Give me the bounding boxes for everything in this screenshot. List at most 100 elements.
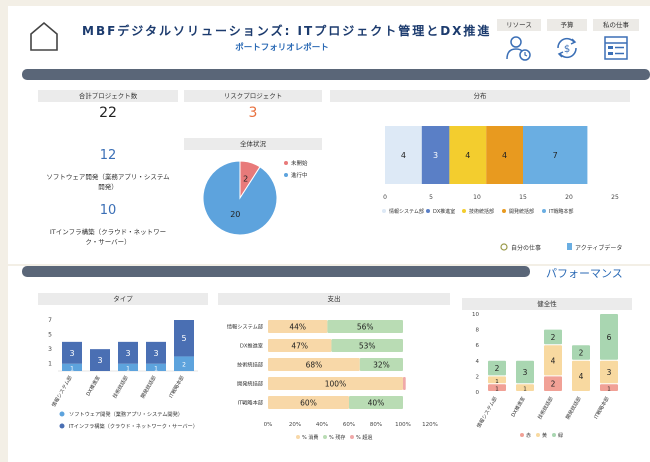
nav-mywork-label[interactable]: 私の仕事 xyxy=(593,19,639,31)
type-ytick-2: 5 xyxy=(48,332,52,339)
dist-value-4: 7 xyxy=(553,151,558,160)
total-projects-label: 合計プロジェクト数 xyxy=(38,90,178,102)
health-ytick-1: 2 xyxy=(476,374,480,380)
type-cat-2: 技術統括部 xyxy=(111,375,130,400)
health-val-3-2: 2 xyxy=(579,349,584,358)
dist-tick-4: 20 xyxy=(565,194,573,201)
dist-legend-dot-3 xyxy=(502,209,506,213)
health-cat-2: 技術統括部 xyxy=(536,396,555,421)
health-val-4-1: 3 xyxy=(607,368,612,377)
dist-legend-3: 開発統括部 xyxy=(509,208,534,215)
pie-legend-1: 進行中 xyxy=(291,171,308,179)
spend-cat-2: 技術統括部 xyxy=(237,361,263,369)
type-cat-4: IT戦略本部 xyxy=(167,375,185,400)
health-bar-0-2 xyxy=(488,360,506,376)
type-legend-dot-0 xyxy=(59,411,65,417)
type-chart: 1 3 5 7 1 3 情報システム部 3 DX推進室 1 3 技術統括部 1 3 開発統括部 2 5 IT戦略本… xyxy=(48,317,198,430)
type-bar-4-1 xyxy=(174,320,194,357)
spend-bar-0-1 xyxy=(327,320,403,333)
type-val-0-0: 1 xyxy=(70,365,74,372)
dist-legend-2: 技術統括部 xyxy=(469,208,494,215)
spend-tick-6: 120% xyxy=(422,422,438,428)
health-val-0-1: 1 xyxy=(495,379,499,385)
spend-tick-5: 100% xyxy=(395,422,411,428)
nav-budget-label[interactable]: 予算 xyxy=(547,19,587,31)
nav-resource-label[interactable]: リソース xyxy=(497,19,541,31)
health-ytick-2: 4 xyxy=(476,359,480,365)
type-bar-3-1 xyxy=(146,341,166,364)
spend-val-1-0: 47% xyxy=(291,342,308,351)
dist-bar-1 xyxy=(421,126,450,184)
spend-bar-4-1 xyxy=(349,396,403,409)
health-bar-1-1 xyxy=(516,384,534,391)
dist-tick-3: 15 xyxy=(519,194,527,201)
dist-bar-4 xyxy=(523,126,588,184)
type-bar-1-1 xyxy=(90,349,110,371)
type-bar-2-1 xyxy=(118,341,138,364)
spend-legend-dot-1 xyxy=(323,435,327,439)
health-val-0-0: 1 xyxy=(495,387,499,393)
spend-legend-2: % 超過 xyxy=(356,434,372,441)
type-chart-title: タイプ xyxy=(38,293,208,305)
pie-label-0: 2 xyxy=(243,174,248,183)
dist-legend-1: DX推進室 xyxy=(433,208,455,215)
view-toggle[interactable]: 自分の仕事 アクティブデータ xyxy=(0,238,650,258)
home-icon[interactable] xyxy=(28,20,60,52)
dist-tick-0: 0 xyxy=(383,194,387,201)
task-list-icon[interactable] xyxy=(602,34,630,62)
type-val-2-1: 3 xyxy=(125,349,130,358)
type-bar-3-0 xyxy=(146,363,166,371)
type-bar-2-0 xyxy=(118,363,138,371)
software-count: 12 xyxy=(99,148,117,163)
spend-val-4-1: 40% xyxy=(368,399,385,408)
active-data-icon[interactable] xyxy=(567,243,572,250)
dist-value-0: 4 xyxy=(401,151,406,160)
type-cat-1: DX推進室 xyxy=(85,375,102,398)
spend-bar-0-0 xyxy=(268,320,328,333)
health-cat-3: 開発統括部 xyxy=(564,396,583,421)
spend-cat-1: DX推進室 xyxy=(240,342,263,350)
health-ytick-4: 8 xyxy=(476,328,480,334)
spend-tick-2: 40% xyxy=(316,422,328,428)
health-bar-2-2 xyxy=(544,329,562,345)
spend-bar-1-1 xyxy=(331,339,403,352)
type-bar-0-0 xyxy=(62,363,82,371)
user-clock-icon[interactable] xyxy=(505,34,533,62)
type-val-2-0: 1 xyxy=(126,365,130,372)
health-legend-0: 赤 xyxy=(526,433,531,439)
software-label: ソフトウェア開発（業務アプリ・システム開発） xyxy=(46,173,170,191)
health-ytick-5: 10 xyxy=(472,312,479,318)
spend-val-0-0: 44% xyxy=(289,323,306,332)
type-ytick-1: 3 xyxy=(48,346,52,353)
dist-legend-0: 情報システム部 xyxy=(389,208,424,215)
my-work-radio-icon[interactable] xyxy=(500,243,508,251)
risk-projects-value: 3 xyxy=(248,105,258,121)
dist-tick-2: 10 xyxy=(473,194,481,201)
type-val-0-1: 3 xyxy=(69,349,74,358)
health-bar-2-1 xyxy=(544,345,562,376)
dist-bar-3 xyxy=(486,126,523,184)
health-val-4-0: 1 xyxy=(607,387,611,393)
performance-title: パフォーマンス xyxy=(546,267,623,280)
spend-cat-3: 開発統括部 xyxy=(237,380,263,388)
active-data-toggle-label[interactable]: アクティブデータ xyxy=(575,244,622,252)
health-val-2-1: 4 xyxy=(551,356,556,365)
dist-value-2: 4 xyxy=(465,151,470,160)
my-work-toggle-label[interactable]: 自分の仕事 xyxy=(511,244,541,252)
health-bar-4-2 xyxy=(600,314,618,360)
spend-val-4-0: 60% xyxy=(300,399,317,408)
section-divider-top xyxy=(22,69,650,80)
dist-value-3: 4 xyxy=(502,151,507,160)
spend-val-0-1: 56% xyxy=(357,323,374,332)
type-val-4-0: 2 xyxy=(182,362,186,369)
spend-legend-1: % 残存 xyxy=(329,434,345,441)
money-cycle-icon[interactable]: $ xyxy=(553,34,581,62)
spend-tick-4: 80% xyxy=(370,422,382,428)
type-ytick-0: 1 xyxy=(48,361,52,368)
type-legend-dot-1 xyxy=(59,423,65,429)
health-val-1-1: 1 xyxy=(523,387,527,393)
health-bar-1-2 xyxy=(516,360,534,384)
spend-cat-4: IT戦略本部 xyxy=(238,399,263,407)
health-bar-0-1 xyxy=(488,376,506,384)
